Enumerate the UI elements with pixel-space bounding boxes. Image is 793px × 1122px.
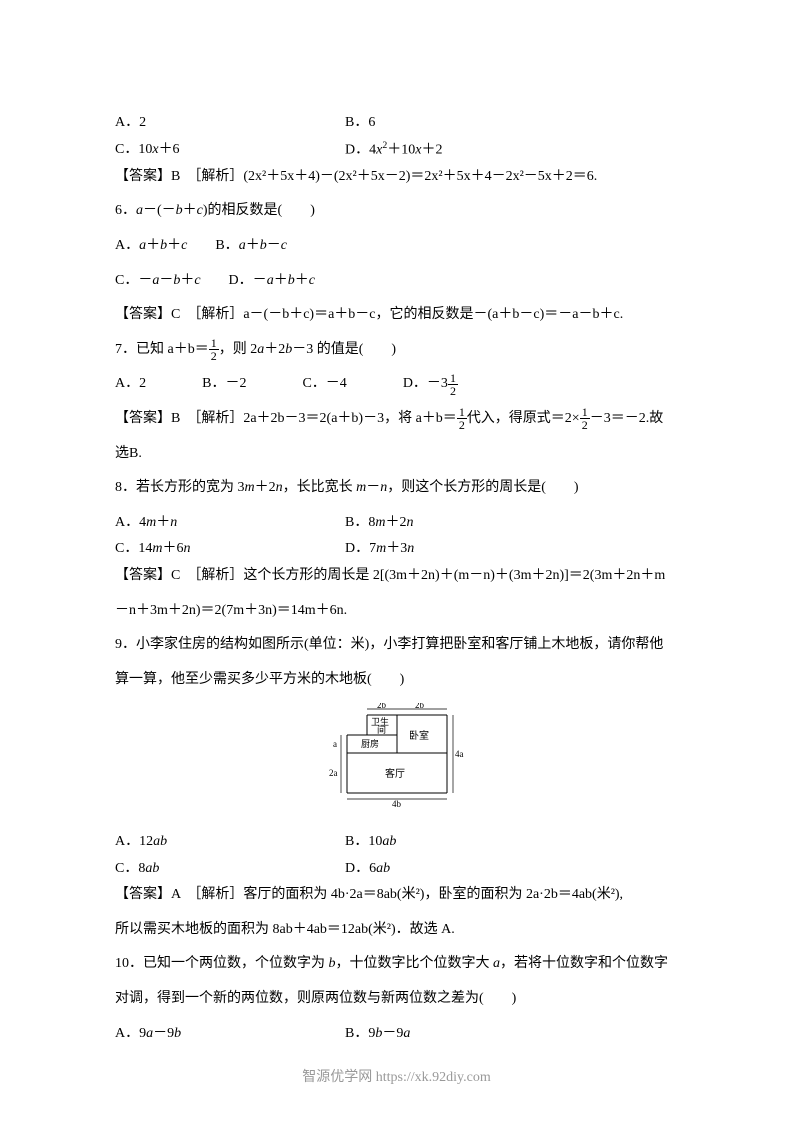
q9-row1: A．12ab B．10ab — [115, 829, 678, 856]
q6-answer: 【答案】C ［解析］a－(－b＋c)＝a＋b－c，它的相反数是－(a＋b－c)＝… — [115, 302, 678, 329]
q7-opt-a: A．2 — [115, 371, 146, 398]
q9-stem-line1: 9．小李家住房的结构如图所示(单位：米)，小李打算把卧室和客厅铺上木地板，请你帮… — [115, 632, 678, 659]
floor-plan-svg: 2b 2b a 2a 4a 4b 卫生 间 厨房 卧室 客厅 — [327, 703, 467, 808]
dim-2a: 2a — [329, 768, 338, 778]
q9-opt-d: D．6ab — [345, 856, 678, 883]
dim-2b-right: 2b — [415, 703, 425, 710]
q10-stem-line1: 10．已知一个两位数，个位数字为 b，十位数字比个位数字大 a，若将十位数字和个… — [115, 951, 678, 978]
q5-options-row2: C．10x＋6 D．4x2＋10x＋2 — [115, 137, 678, 164]
q5-answer: 【答案】B ［解析］(2x²＋5x＋4)－(2x²＋5x－2)＝2x²＋5x＋4… — [115, 164, 678, 191]
q7-opt-b: B．－2 — [202, 371, 246, 398]
q7-options: A．2 B．－2 C．－4 D．－312 — [115, 371, 678, 398]
label-kitchen: 厨房 — [361, 738, 379, 749]
q9-row2: C．8ab D．6ab — [115, 856, 678, 883]
q5-opt-d: D．4x2＋10x＋2 — [345, 137, 678, 164]
q6-row2: C．－a－b＋c D．－a＋b＋c — [115, 268, 678, 295]
frac-half-3: 12 — [580, 406, 590, 431]
q6-stem: 6．a－(－b＋c)的相反数是( ) — [115, 198, 678, 225]
q10-opt-b: B．9b－9a — [345, 1021, 678, 1048]
label-bedroom: 卧室 — [409, 729, 429, 742]
q8-stem: 8．若长方形的宽为 3m＋2n，长比宽长 m－n，则这个长方形的周长是( ) — [115, 475, 678, 502]
q9-opt-a: A．12ab — [115, 829, 345, 856]
q9-answer-line2: 所以需买木地板的面积为 8ab＋4ab＝12ab(米²)．故选 A. — [115, 917, 678, 944]
q7-stem-part1: 7．已知 a＋b＝ — [115, 342, 209, 357]
q8-row2: C．14m＋6n D．7m＋3n — [115, 536, 678, 563]
q7-stem: 7．已知 a＋b＝12，则 2a＋2b－3 的值是( ) — [115, 337, 678, 364]
label-room: 间 — [377, 724, 386, 735]
q8-answer-line2: －n＋3m＋2n)＝2(7m＋3n)＝14m＋6n. — [115, 598, 678, 625]
q9-opt-c: C．8ab — [115, 856, 345, 883]
q9-diagram: 2b 2b a 2a 4a 4b 卫生 间 厨房 卧室 客厅 — [115, 703, 678, 819]
dim-a: a — [333, 739, 337, 749]
q9-opt-b: B．10ab — [345, 829, 678, 856]
q8-opt-c: C．14m＋6n — [115, 536, 345, 563]
q5-opt-c: C．10x＋6 — [115, 137, 345, 164]
q8-opt-a: A．4m＋n — [115, 510, 345, 537]
q8-opt-d: D．7m＋3n — [345, 536, 678, 563]
page-footer: 智源优学网 https://xk.92diy.com — [0, 1065, 793, 1092]
dim-4b: 4b — [392, 799, 402, 808]
q8-opt-b: B．8m＋2n — [345, 510, 678, 537]
q7-stem-part2: ，则 2a＋2b－3 的值是( ) — [219, 342, 396, 357]
q7-answer-line1: 【答案】B ［解析］2a＋2b－3＝2(a＋b)－3，将 a＋b＝12代入，得原… — [115, 406, 678, 433]
q9-answer-line1: 【答案】A ［解析］客厅的面积为 4b·2a＝8ab(米²)，卧室的面积为 2a… — [115, 882, 678, 909]
q6-row1: A．a＋b＋c B．a＋b－c — [115, 233, 678, 260]
q10-row1: A．9a－9b B．9b－9a — [115, 1021, 678, 1048]
q8-answer-line1: 【答案】C ［解析］这个长方形的周长是 2[(3m＋2n)＋(m－n)＋(3m＋… — [115, 563, 678, 590]
q5-opt-a: A．2 — [115, 110, 345, 137]
dim-4a: 4a — [455, 749, 464, 759]
q10-stem-line2: 对调，得到一个新的两位数，则原两位数与新两位数之差为( ) — [115, 986, 678, 1013]
q8-row1: A．4m＋n B．8m＋2n — [115, 510, 678, 537]
label-living: 客厅 — [385, 767, 405, 780]
q7-answer-line2: 选B. — [115, 441, 678, 468]
q5-opt-b: B．6 — [345, 110, 678, 137]
frac-half-2: 12 — [457, 406, 467, 431]
q5-options-row1: A．2 B．6 — [115, 110, 678, 137]
dim-2b-left: 2b — [377, 703, 387, 710]
q7-opt-d: D．－312 — [403, 371, 458, 398]
q9-stem-line2: 算一算，他至少需买多少平方米的木地板( ) — [115, 667, 678, 694]
q10-opt-a: A．9a－9b — [115, 1021, 345, 1048]
frac-half-1: 12 — [209, 337, 219, 362]
q7-opt-c: C．－4 — [302, 371, 346, 398]
